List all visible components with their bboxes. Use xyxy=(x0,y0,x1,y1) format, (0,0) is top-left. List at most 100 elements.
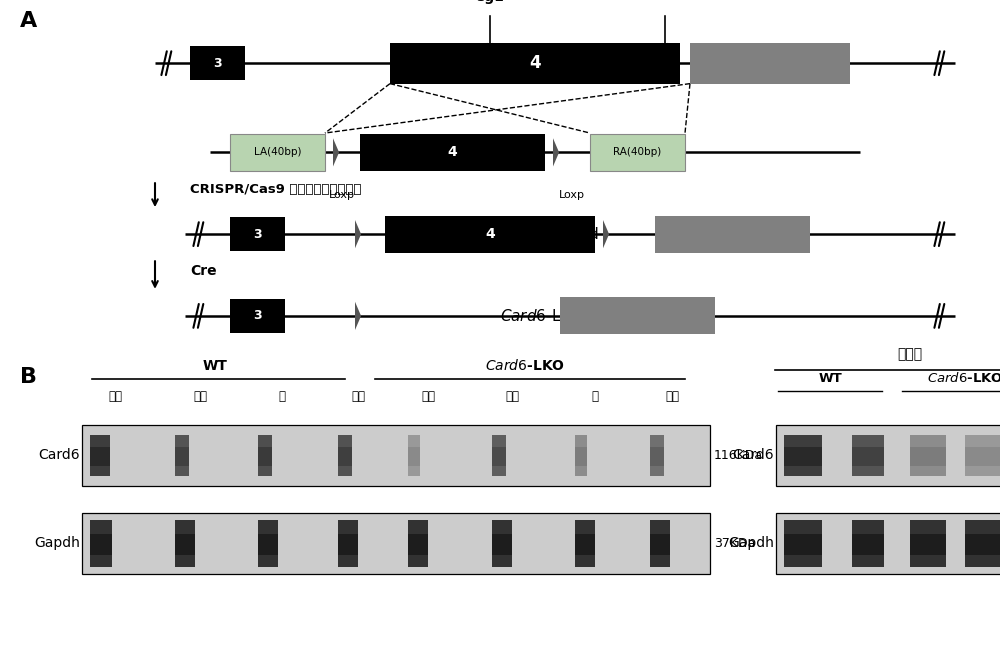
Bar xyxy=(965,534,1000,555)
Text: sg1: sg1 xyxy=(476,0,504,4)
Bar xyxy=(90,534,112,555)
Text: 野生型: 野生型 xyxy=(500,55,527,70)
Bar xyxy=(385,216,595,253)
Bar xyxy=(175,447,189,466)
Bar xyxy=(408,435,420,476)
Bar xyxy=(90,435,110,476)
Bar xyxy=(258,534,278,555)
Bar xyxy=(965,435,1000,476)
Text: $\it{Card6}$-LKO: $\it{Card6}$-LKO xyxy=(927,371,1000,385)
Bar xyxy=(575,520,595,567)
Bar xyxy=(965,520,1000,567)
Text: WT: WT xyxy=(203,359,227,373)
Text: 心脏: 心脏 xyxy=(193,391,207,403)
Bar xyxy=(492,534,512,555)
Bar xyxy=(338,447,352,466)
Bar xyxy=(338,520,358,567)
Bar xyxy=(575,435,587,476)
Bar xyxy=(784,534,822,555)
Text: 肝脏: 肝脏 xyxy=(421,391,435,403)
Text: 肝细胞: 肝细胞 xyxy=(897,348,923,361)
Text: WT: WT xyxy=(818,372,842,385)
Text: Loxp: Loxp xyxy=(329,190,355,200)
Bar xyxy=(776,512,1000,574)
Bar xyxy=(230,134,325,171)
Bar xyxy=(650,435,664,476)
Text: CRISPR/Cas9 介导的同源重组修复: CRISPR/Cas9 介导的同源重组修复 xyxy=(190,183,362,196)
Bar xyxy=(408,447,420,466)
Bar xyxy=(910,520,946,567)
Bar xyxy=(784,435,822,476)
Text: LA(40bp): LA(40bp) xyxy=(254,147,301,157)
Text: $\it{Card6}$-LKO: $\it{Card6}$-LKO xyxy=(485,358,565,373)
Bar xyxy=(258,435,272,476)
Text: $\it{Card6}$-floxed: $\it{Card6}$-floxed xyxy=(500,226,599,242)
Bar xyxy=(650,534,670,555)
Text: A: A xyxy=(20,11,37,31)
Bar xyxy=(852,520,884,567)
Text: 肾脏: 肾脏 xyxy=(351,391,365,403)
Text: Loxp: Loxp xyxy=(559,190,585,200)
Polygon shape xyxy=(355,220,361,248)
Bar xyxy=(650,447,664,466)
Bar xyxy=(82,424,710,486)
Polygon shape xyxy=(553,138,559,166)
Bar xyxy=(965,447,1000,466)
Bar xyxy=(650,520,670,567)
Text: 37KDa: 37KDa xyxy=(714,537,755,550)
Bar xyxy=(90,520,112,567)
Bar xyxy=(852,447,884,466)
Text: 116KDa: 116KDa xyxy=(714,449,763,462)
Text: Card6: Card6 xyxy=(38,449,80,462)
Text: 心脏: 心脏 xyxy=(505,391,519,403)
Text: 脑: 脑 xyxy=(592,391,598,403)
Polygon shape xyxy=(603,220,609,248)
Bar xyxy=(408,520,428,567)
Bar xyxy=(338,534,358,555)
Bar xyxy=(575,447,587,466)
Polygon shape xyxy=(355,302,361,330)
Bar xyxy=(90,447,110,466)
Bar xyxy=(175,534,195,555)
Bar xyxy=(852,534,884,555)
Bar xyxy=(190,46,245,80)
Bar xyxy=(492,435,506,476)
Text: 3: 3 xyxy=(213,57,222,70)
Bar xyxy=(258,447,272,466)
Text: 3: 3 xyxy=(253,228,262,241)
Text: 4: 4 xyxy=(485,227,495,241)
Bar xyxy=(492,520,512,567)
Bar xyxy=(655,216,810,253)
Bar xyxy=(258,520,278,567)
Bar xyxy=(230,217,285,251)
Text: 肝脏: 肝脏 xyxy=(108,391,122,403)
Bar xyxy=(175,520,195,567)
Text: B: B xyxy=(20,367,37,387)
Bar xyxy=(776,424,1000,486)
Bar xyxy=(690,43,850,83)
Text: Gapdh: Gapdh xyxy=(34,537,80,550)
Bar xyxy=(910,447,946,466)
Bar xyxy=(230,299,285,333)
Text: 4: 4 xyxy=(448,145,457,159)
Bar xyxy=(852,435,884,476)
Bar xyxy=(175,435,189,476)
Text: $\it{Card6}$-LKO: $\it{Card6}$-LKO xyxy=(500,308,583,324)
Bar xyxy=(390,43,680,83)
Text: 4: 4 xyxy=(529,54,541,72)
Text: 3: 3 xyxy=(253,310,262,322)
Text: 供体载体: 供体载体 xyxy=(500,145,536,160)
Bar xyxy=(784,520,822,567)
Bar xyxy=(82,512,710,574)
Bar xyxy=(360,134,545,171)
Bar xyxy=(338,435,352,476)
Bar xyxy=(492,447,506,466)
Bar xyxy=(910,435,946,476)
Bar xyxy=(408,534,428,555)
Bar xyxy=(590,134,685,171)
Text: Card6: Card6 xyxy=(732,449,774,462)
Text: RA(40bp): RA(40bp) xyxy=(613,147,662,157)
Bar xyxy=(560,297,715,334)
Text: Gapdh: Gapdh xyxy=(728,537,774,550)
Polygon shape xyxy=(333,138,339,166)
